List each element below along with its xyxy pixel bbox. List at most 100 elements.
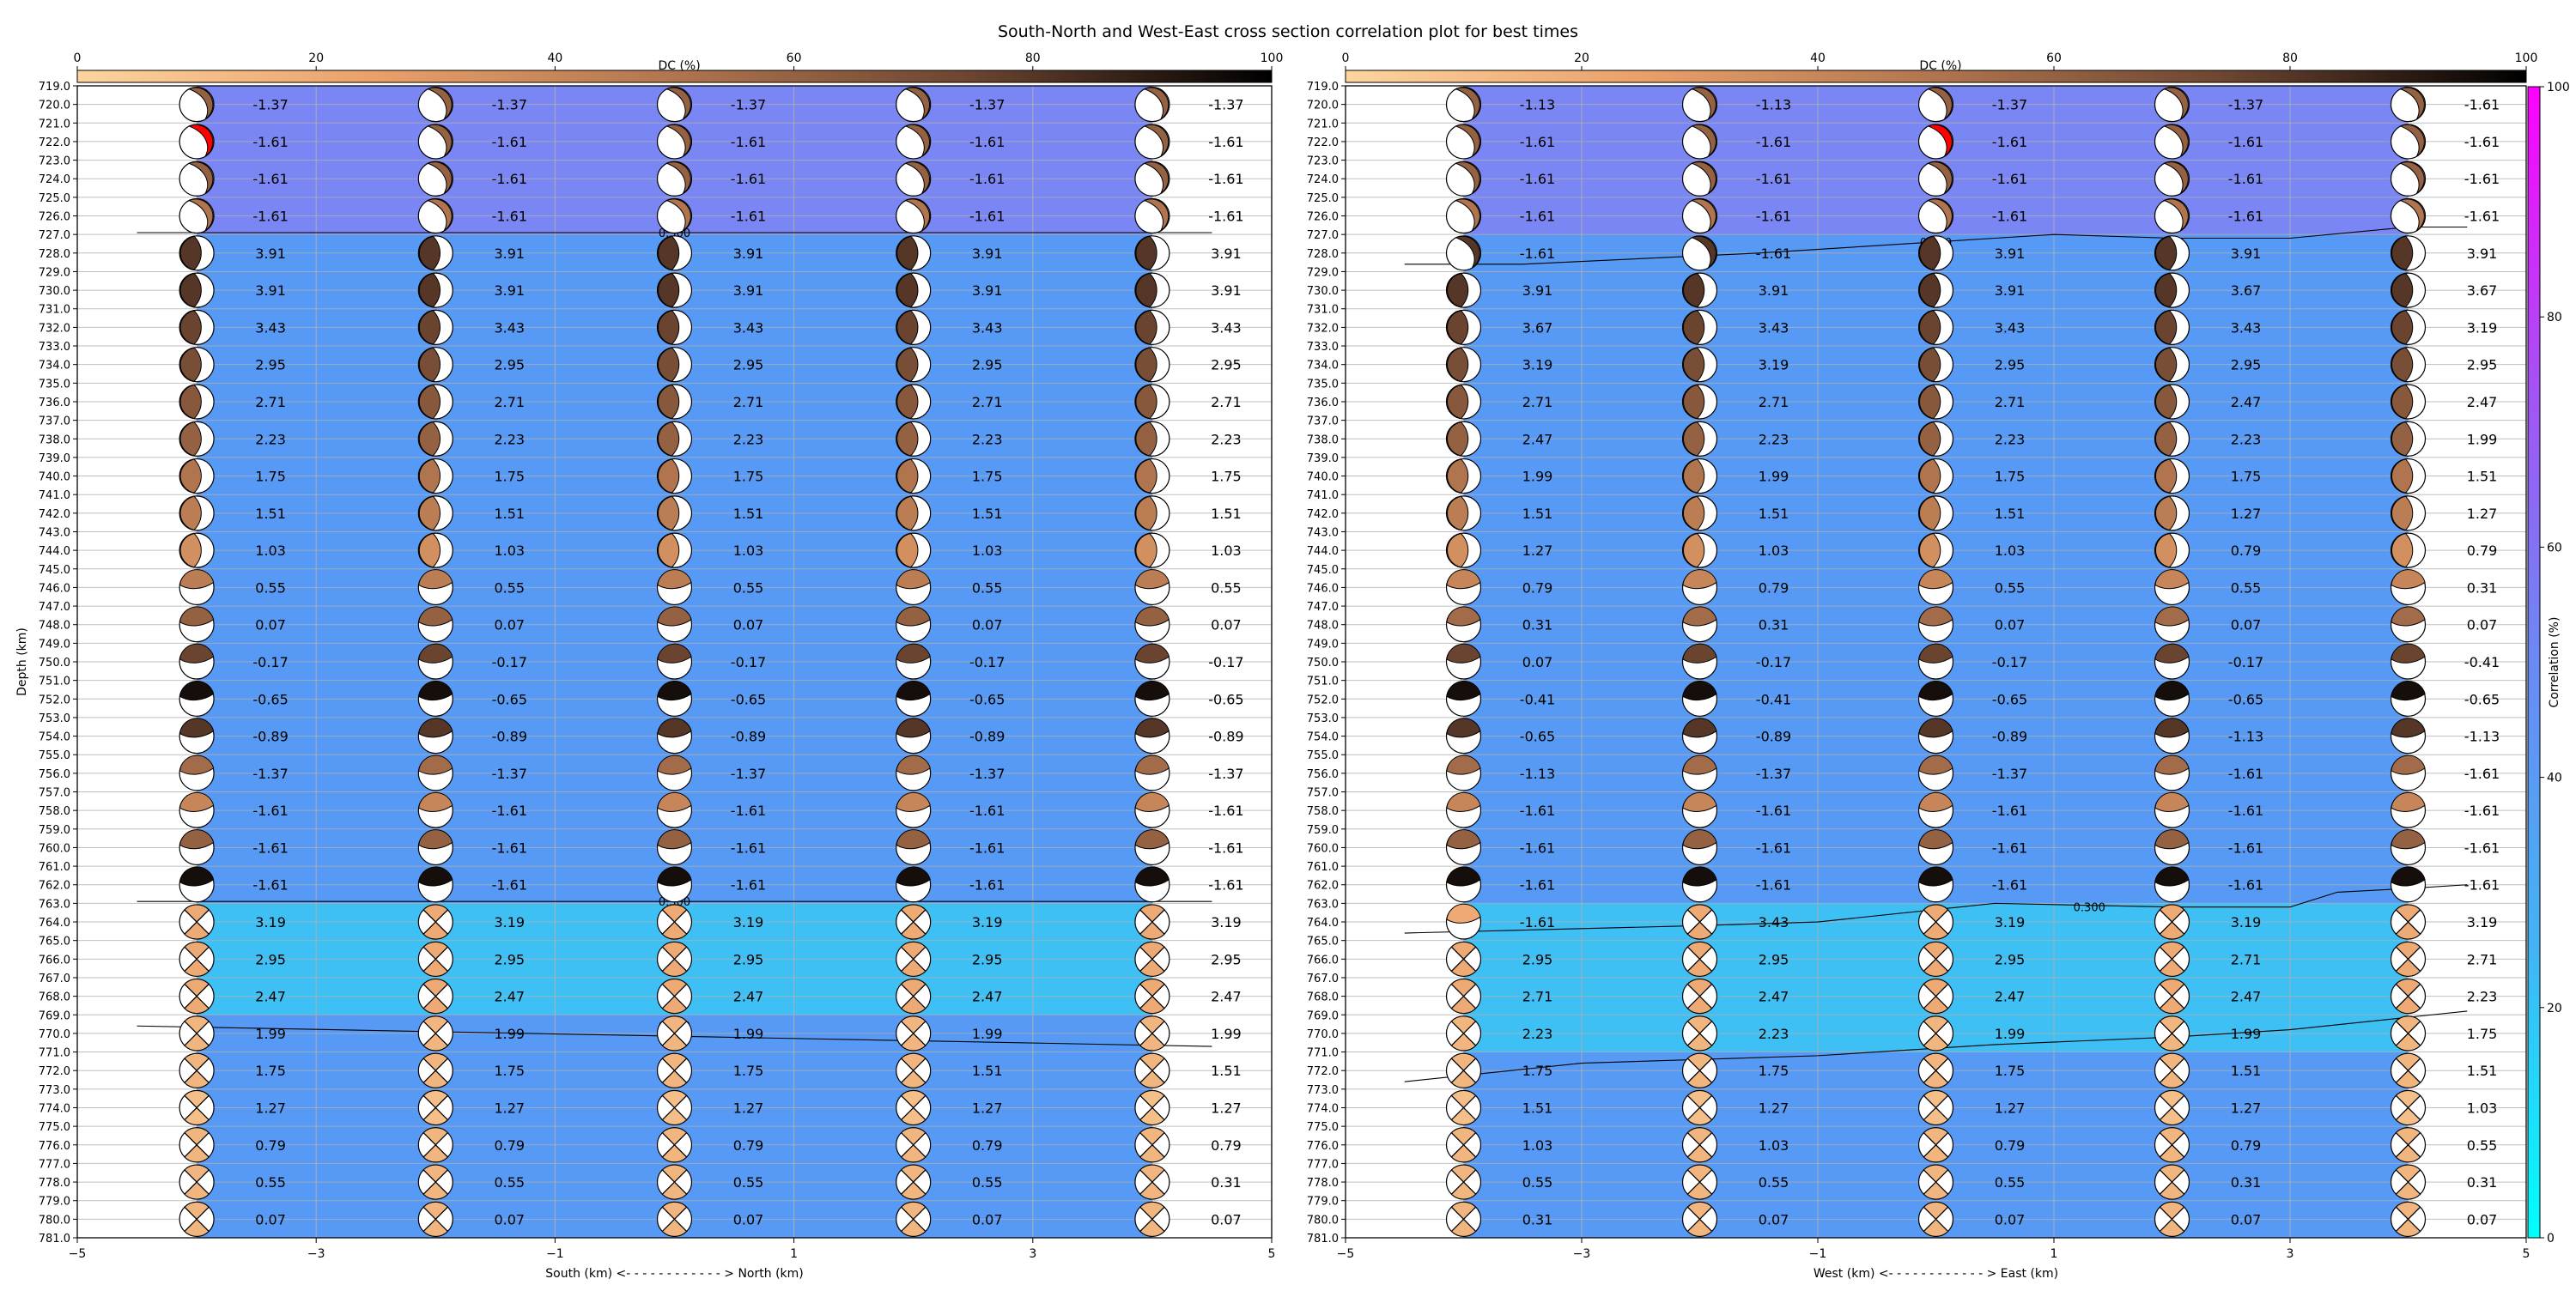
beachball <box>896 235 932 271</box>
dc-colorbar-tick-label: 100 <box>1261 52 1284 65</box>
beachball-quadrant <box>1918 569 1953 590</box>
beachball <box>2154 1201 2190 1237</box>
y-tick-label: 773.0 <box>1307 1084 1339 1097</box>
beachball <box>417 941 453 977</box>
beachball <box>2154 532 2190 568</box>
value-label: -1.61 <box>1756 245 1791 262</box>
beachball <box>896 421 932 457</box>
beachball <box>656 1052 693 1088</box>
beachball-nodal-line <box>1139 946 1165 972</box>
beachball-quadrant <box>1139 1181 1165 1200</box>
value-label: 2.47 <box>2231 989 2262 1005</box>
beachball <box>1681 904 1718 940</box>
x-tick-label: 5 <box>2523 1247 2530 1261</box>
value-label: 0.07 <box>1522 654 1553 670</box>
beachball-quadrant <box>1143 161 1170 194</box>
value-label: -1.61 <box>492 171 527 187</box>
beachball-quadrant <box>896 458 919 494</box>
value-label: 2.95 <box>972 951 1003 967</box>
value-label: -1.61 <box>1992 171 2027 187</box>
beachball <box>1681 829 1718 866</box>
value-label: 1.75 <box>1522 1063 1553 1079</box>
value-label: -0.89 <box>492 729 527 745</box>
beachball-quadrant <box>426 161 453 194</box>
value-label: 2.95 <box>1759 951 1789 967</box>
beachball-quadrant <box>2154 866 2190 887</box>
value-label: 3.91 <box>1211 282 1242 299</box>
beachball-quadrant <box>2155 458 2178 494</box>
beachball <box>656 1164 693 1200</box>
value-label: 1.75 <box>494 1063 525 1079</box>
value-label: 1.03 <box>2467 1100 2498 1116</box>
beachball-quadrant <box>1927 161 1953 194</box>
y-axis-label: Depth (km) <box>15 627 29 696</box>
beachball-nodal-line <box>1139 1169 1165 1195</box>
beachball <box>179 235 215 271</box>
dc-colorbar-tick-label: 0 <box>1342 52 1350 65</box>
beachball <box>2390 755 2427 791</box>
y-tick-label: 781.0 <box>1307 1233 1339 1246</box>
beachball-quadrant <box>657 755 692 775</box>
y-tick-label: 730.0 <box>39 285 70 298</box>
beachball-quadrant <box>896 384 919 420</box>
beachball-quadrant <box>2399 87 2425 120</box>
beachball-quadrant <box>896 532 919 568</box>
beachball <box>2154 866 2190 903</box>
beachball-nodal-line <box>2395 1206 2421 1232</box>
beachball-quadrant <box>1686 1127 1713 1146</box>
beachball <box>1134 1201 1170 1237</box>
beachball <box>1681 309 1718 345</box>
y-tick-label: 746.0 <box>39 582 70 595</box>
beachball-nodal-line <box>422 1169 448 1195</box>
beachball-quadrant <box>2395 1033 2421 1052</box>
beachball-quadrant <box>896 235 919 270</box>
beachball <box>417 791 453 828</box>
beachball-quadrant <box>1139 1052 1165 1071</box>
dc-colorbar-tick-label: 80 <box>2282 52 2298 65</box>
beachball <box>1917 569 1954 606</box>
beachball-quadrant <box>1919 347 1941 382</box>
beachball-quadrant <box>900 1033 927 1052</box>
beachball-quadrant <box>418 569 453 590</box>
beachball-quadrant <box>1455 198 1480 231</box>
value-label: 2.47 <box>1211 989 1242 1005</box>
beachball <box>2390 791 2427 828</box>
beachball-quadrant <box>896 421 919 457</box>
beachball-quadrant <box>896 755 931 775</box>
value-label: 0.07 <box>733 617 764 633</box>
beachball-quadrant <box>1446 903 1481 924</box>
beachball-quadrant <box>1139 979 1165 997</box>
value-label: 3.19 <box>2467 319 2498 336</box>
beachball-quadrant <box>658 235 680 270</box>
beachball <box>2154 1127 2190 1163</box>
y-tick-label: 749.0 <box>1307 638 1339 651</box>
value-label: -1.13 <box>2464 729 2500 745</box>
beachball-quadrant <box>2391 755 2426 775</box>
beachball-quadrant <box>1446 791 1481 812</box>
y-tick-label: 719.0 <box>39 81 70 94</box>
beachball <box>417 384 453 420</box>
beachball-nodal-line <box>184 1058 210 1083</box>
value-label: 2.71 <box>494 394 525 410</box>
beachball-quadrant <box>184 979 210 997</box>
value-label: 3.91 <box>2231 245 2262 262</box>
value-label: -1.37 <box>492 97 527 113</box>
beachball <box>1681 272 1718 308</box>
beachball-quadrant <box>1918 791 1953 812</box>
beachball-quadrant <box>184 1015 210 1034</box>
beachball <box>1445 347 1482 383</box>
beachball-quadrant <box>1682 866 1717 887</box>
beachball-quadrant <box>1134 606 1170 627</box>
beachball <box>1445 643 1482 680</box>
beachball-quadrant <box>187 87 214 120</box>
value-label: 3.19 <box>2231 914 2262 930</box>
beachball-quadrant <box>1447 272 1469 308</box>
beachball-quadrant <box>179 755 215 775</box>
beachball-quadrant <box>2163 124 2189 157</box>
beachball-quadrant <box>1450 1164 1477 1183</box>
y-tick-label: 781.0 <box>39 1233 70 1246</box>
beachball-nodal-line <box>1686 984 1713 1009</box>
y-tick-label: 720.0 <box>39 100 70 112</box>
beachball-quadrant <box>184 1033 210 1052</box>
value-label: -0.17 <box>1208 654 1243 670</box>
